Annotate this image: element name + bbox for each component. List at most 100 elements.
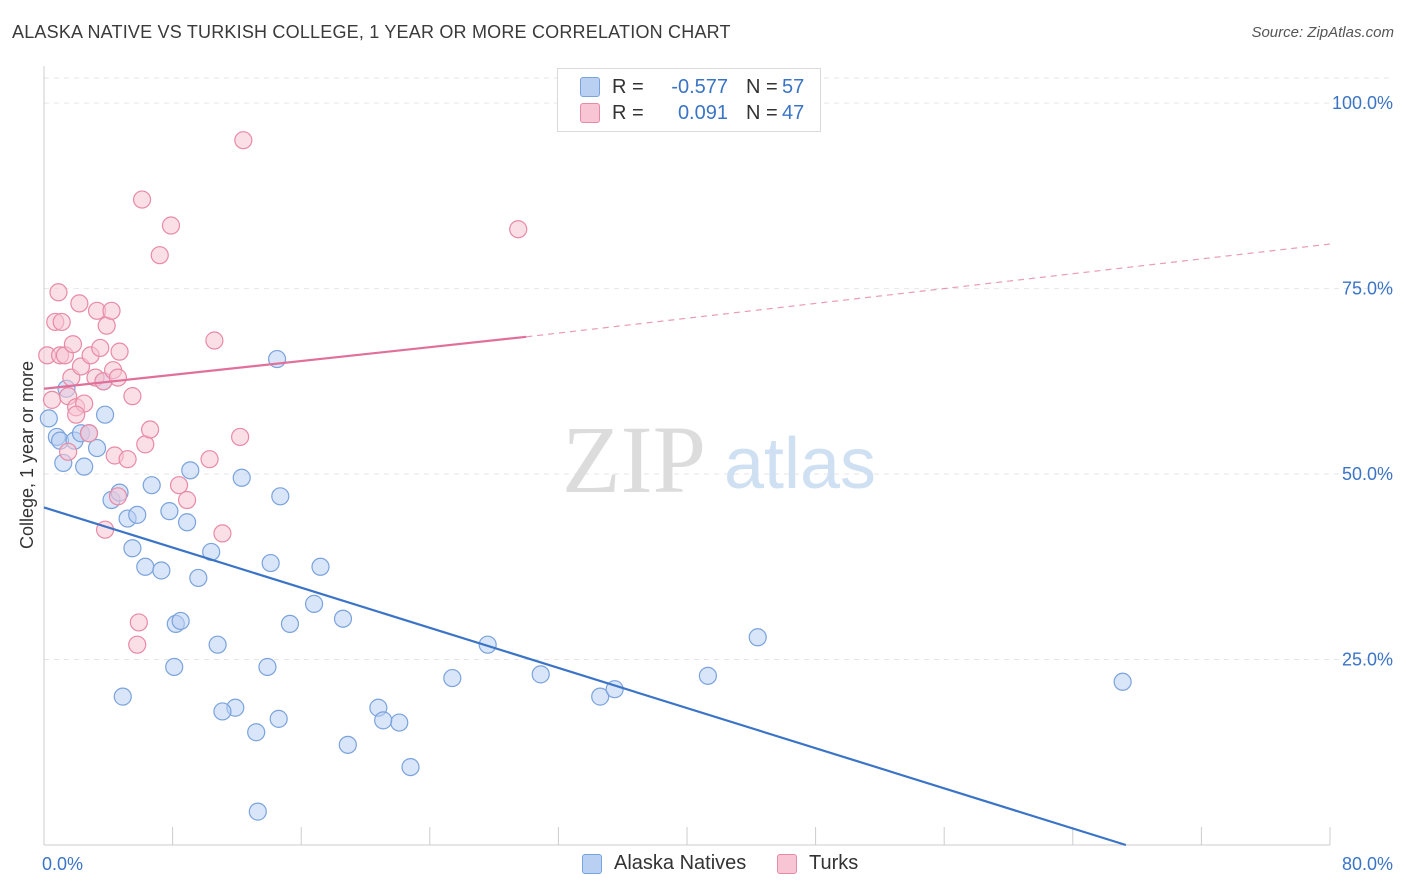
turks-point [129, 613, 148, 632]
alaska-point [232, 468, 251, 487]
turks-point [213, 524, 232, 543]
alaska-point [75, 457, 94, 476]
alaska-point [333, 609, 353, 628]
legend-row-alaska: R = -0.577 N = 57 [580, 75, 804, 99]
turks-point [231, 427, 250, 447]
alaska-point [748, 628, 767, 647]
turks-point [70, 294, 89, 313]
y-axis-label: College, 1 year or more [17, 361, 37, 549]
turks-point [79, 424, 99, 443]
alaska-point [123, 539, 142, 558]
alaska-point [208, 635, 227, 654]
x-tick-label: 80.0% [1342, 854, 1393, 874]
legend-r-label: R = [612, 75, 644, 98]
turks-trend-line-extension [526, 243, 1331, 338]
watermark: ZIP atlas [562, 406, 876, 513]
turks-point [161, 216, 181, 235]
alaska-point [87, 438, 107, 458]
turks-point [49, 283, 68, 302]
turks-point [509, 220, 528, 239]
alaska-point [311, 557, 330, 576]
alaska-point [478, 635, 497, 654]
turks-point [205, 331, 224, 350]
alaska-point [113, 687, 132, 706]
alaska-point [269, 709, 288, 728]
alaska-point [189, 568, 208, 588]
alaska-point [401, 757, 420, 777]
turks-point [177, 490, 197, 510]
watermark-zip: ZIP [562, 406, 706, 513]
alaska-point [213, 702, 232, 721]
alaska-point [280, 614, 300, 634]
x-tick-label: 0.0% [42, 854, 83, 874]
legend-item-turks[interactable]: Turks [777, 852, 858, 875]
legend-n-value: 47 [782, 101, 805, 124]
alaska-point [304, 594, 324, 613]
alaska-point [271, 487, 290, 506]
legend-label-alaska: Alaska Natives [614, 852, 747, 874]
legend-item-alaska-natives[interactable]: Alaska Natives [582, 852, 746, 875]
turks-point [108, 368, 128, 387]
watermark-atlas: atlas [724, 424, 876, 504]
turks-point [200, 450, 219, 469]
turks-trend-line [43, 335, 527, 390]
source-label: Source: ZipAtlas.com [1251, 24, 1394, 41]
turks-point [63, 335, 83, 354]
alaska-point [591, 687, 610, 706]
alaska-point [95, 405, 115, 424]
alaska-point [374, 711, 393, 730]
legend-label-turks: Turks [809, 852, 859, 874]
legend-n-value: 57 [782, 75, 805, 98]
alaska-point [338, 735, 357, 754]
chart-title: ALASKA NATIVE VS TURKISH COLLEGE, 1 YEAR… [12, 22, 731, 42]
legend-row-turks: R = 0.091 N = 47 [580, 101, 804, 125]
y-tick-label: 50.0% [1342, 464, 1393, 484]
turks-point [52, 312, 71, 332]
alaska-point [136, 557, 155, 576]
legend-swatch-alaska [582, 853, 602, 874]
legend-r-label: R = [612, 101, 644, 124]
alaska-point [248, 802, 267, 821]
alaska-point [181, 461, 200, 480]
y-tick-label: 75.0% [1342, 279, 1393, 299]
trend-layer [43, 243, 1331, 847]
turks-point [150, 246, 169, 265]
legend-n-label: N = [746, 75, 778, 98]
turks-point [128, 635, 147, 654]
turks-point [91, 338, 110, 358]
turks-point [110, 342, 129, 361]
legend-swatch-turks [777, 853, 797, 874]
turks-point [102, 301, 121, 320]
legend-swatch-turks [580, 103, 600, 123]
turks-point [123, 387, 142, 406]
points-layer [38, 131, 1132, 821]
turks-point [132, 190, 152, 209]
alaska-point [443, 668, 462, 688]
axis-layer: 25.0% 50.0% 75.0% 100.0% 0.0% 80.0% [42, 66, 1393, 874]
alaska-point [177, 513, 197, 532]
turks-point [59, 442, 78, 461]
legend-swatch-alaska [580, 77, 600, 97]
turks-point [169, 476, 189, 495]
series-legend: Alaska Natives Turks [0, 852, 1406, 878]
alaska-point [261, 553, 280, 573]
alaska-point [128, 505, 147, 524]
turks-point [140, 420, 160, 439]
stats-legend: R = -0.577 N = 57 R = 0.091 N = 47 [557, 68, 821, 132]
alaska-point [171, 611, 190, 631]
alaska-point [39, 409, 58, 428]
turks-point [108, 487, 128, 506]
alaska-point [531, 665, 550, 684]
y-tick-label: 25.0% [1342, 650, 1393, 670]
alaska-point [165, 657, 184, 677]
legend-n-label: N = [746, 101, 778, 124]
legend-r-value: 0.091 [677, 101, 728, 124]
alaska-point [142, 476, 161, 495]
grid-layer [44, 77, 1390, 661]
alaska-point [160, 502, 179, 521]
alaska-trend-line [43, 506, 1127, 847]
turks-point [42, 390, 62, 409]
alaska-point [1113, 672, 1132, 691]
turks-point [234, 131, 253, 150]
